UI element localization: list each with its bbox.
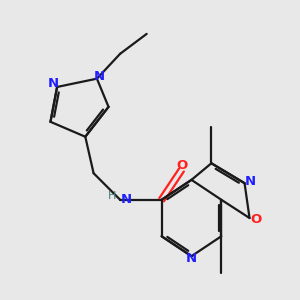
Text: H: H	[108, 191, 116, 201]
Text: N: N	[121, 193, 132, 206]
Text: N: N	[48, 77, 59, 90]
Text: O: O	[177, 159, 188, 172]
Text: N: N	[94, 70, 105, 83]
Text: N: N	[186, 252, 197, 265]
Text: N: N	[245, 175, 256, 188]
Text: O: O	[250, 213, 261, 226]
